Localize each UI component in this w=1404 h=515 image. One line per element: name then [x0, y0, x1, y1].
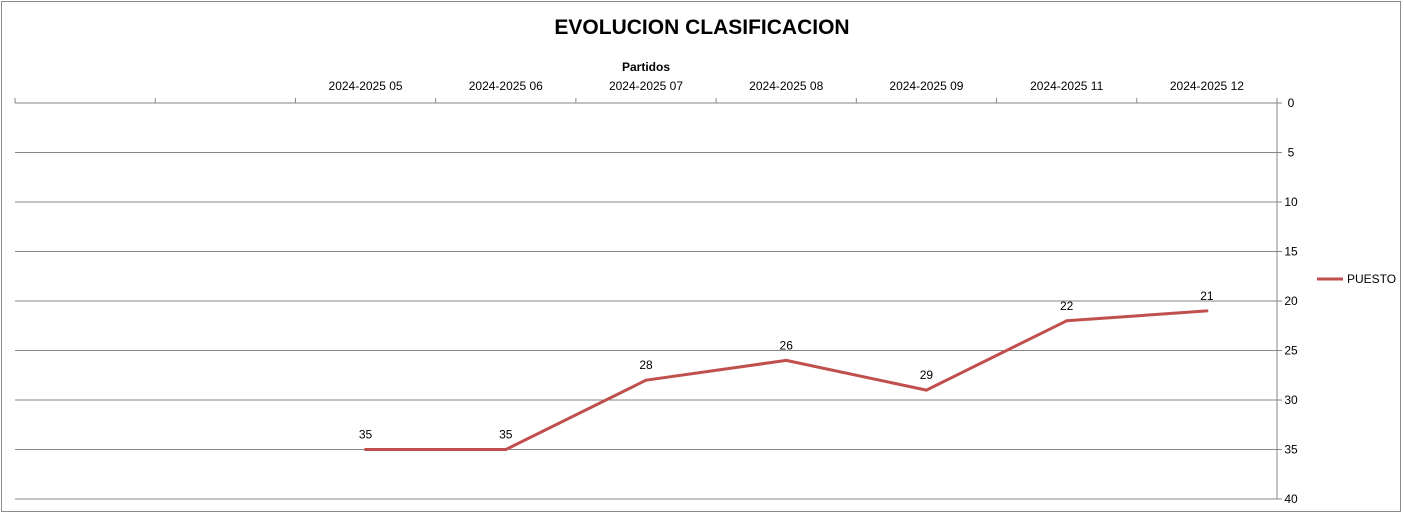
x-tick-label: 2024-2025 11: [1030, 79, 1104, 93]
data-point: [1205, 309, 1209, 313]
data-label: 35: [359, 428, 373, 442]
data-label: 35: [499, 428, 513, 442]
data-point: [644, 378, 648, 382]
x-tick-label: 2024-2025 07: [609, 79, 683, 93]
y-tick-label-0: 0: [1288, 96, 1295, 110]
x-tick-label: 2024-2025 06: [469, 79, 543, 93]
y-tick-label-25: 25: [1284, 344, 1298, 358]
axes: [14, 98, 1282, 500]
data-labels: 35 35 28 26 29 22 21: [359, 289, 1214, 442]
x-tick-label: 2024-2025 09: [889, 79, 963, 93]
series-line-puesto: [365, 309, 1207, 451]
y-tick-label-40: 40: [1284, 492, 1298, 506]
legend-label-puesto: PUESTO: [1347, 272, 1396, 286]
x-tick-labels: 2024-2025 05 2024-2025 06 2024-2025 07 2024…: [329, 79, 1245, 93]
chart-title: EVOLUCION CLASIFICACION: [554, 16, 849, 39]
x-tick-label: 2024-2025 12: [1170, 79, 1244, 93]
y-tick-label-35: 35: [1284, 443, 1298, 457]
y-tick-label-5: 5: [1288, 146, 1295, 160]
y-tick-label-15: 15: [1284, 245, 1298, 259]
data-point: [504, 448, 508, 451]
series-group: [364, 309, 1209, 451]
data-point: [784, 358, 788, 362]
data-label: 29: [920, 368, 934, 382]
y-tick-label-10: 10: [1284, 195, 1298, 209]
data-label: 26: [780, 338, 794, 352]
data-label: 28: [639, 358, 653, 372]
gridlines: [15, 102, 1277, 500]
x-tick-label: 2024-2025 08: [749, 79, 823, 93]
y-tick-label-30: 30: [1284, 393, 1298, 407]
data-point: [364, 448, 368, 451]
legend: PUESTO: [1317, 272, 1396, 286]
x-axis-title: Partidos: [622, 60, 670, 74]
data-label: 21: [1200, 289, 1214, 303]
y-tick-labels: 0 5 10 15 20 25 30 35 40: [1284, 96, 1298, 506]
x-tick-label: 2024-2025 05: [329, 79, 403, 93]
data-label: 22: [1060, 299, 1074, 313]
data-point: [924, 388, 928, 392]
y-tick-label-20: 20: [1284, 294, 1298, 308]
data-point: [1065, 319, 1069, 323]
